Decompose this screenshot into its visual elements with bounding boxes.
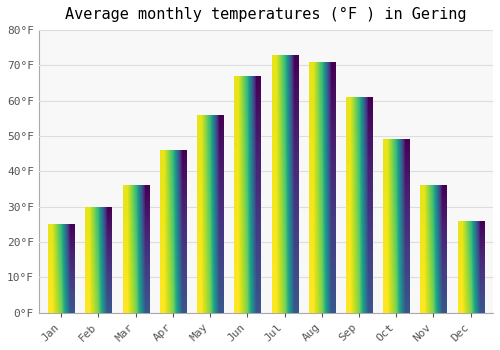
Bar xyxy=(383,140,409,313)
Bar xyxy=(86,207,112,313)
Bar xyxy=(458,221,483,313)
Bar xyxy=(308,62,335,313)
Bar xyxy=(272,55,297,313)
Title: Average monthly temperatures (°F ) in Gering: Average monthly temperatures (°F ) in Ge… xyxy=(65,7,466,22)
Bar xyxy=(122,186,148,313)
Bar xyxy=(48,224,74,313)
Bar xyxy=(160,150,186,313)
Bar xyxy=(197,115,223,313)
Bar xyxy=(234,76,260,313)
Bar xyxy=(346,97,372,313)
Bar xyxy=(420,186,446,313)
